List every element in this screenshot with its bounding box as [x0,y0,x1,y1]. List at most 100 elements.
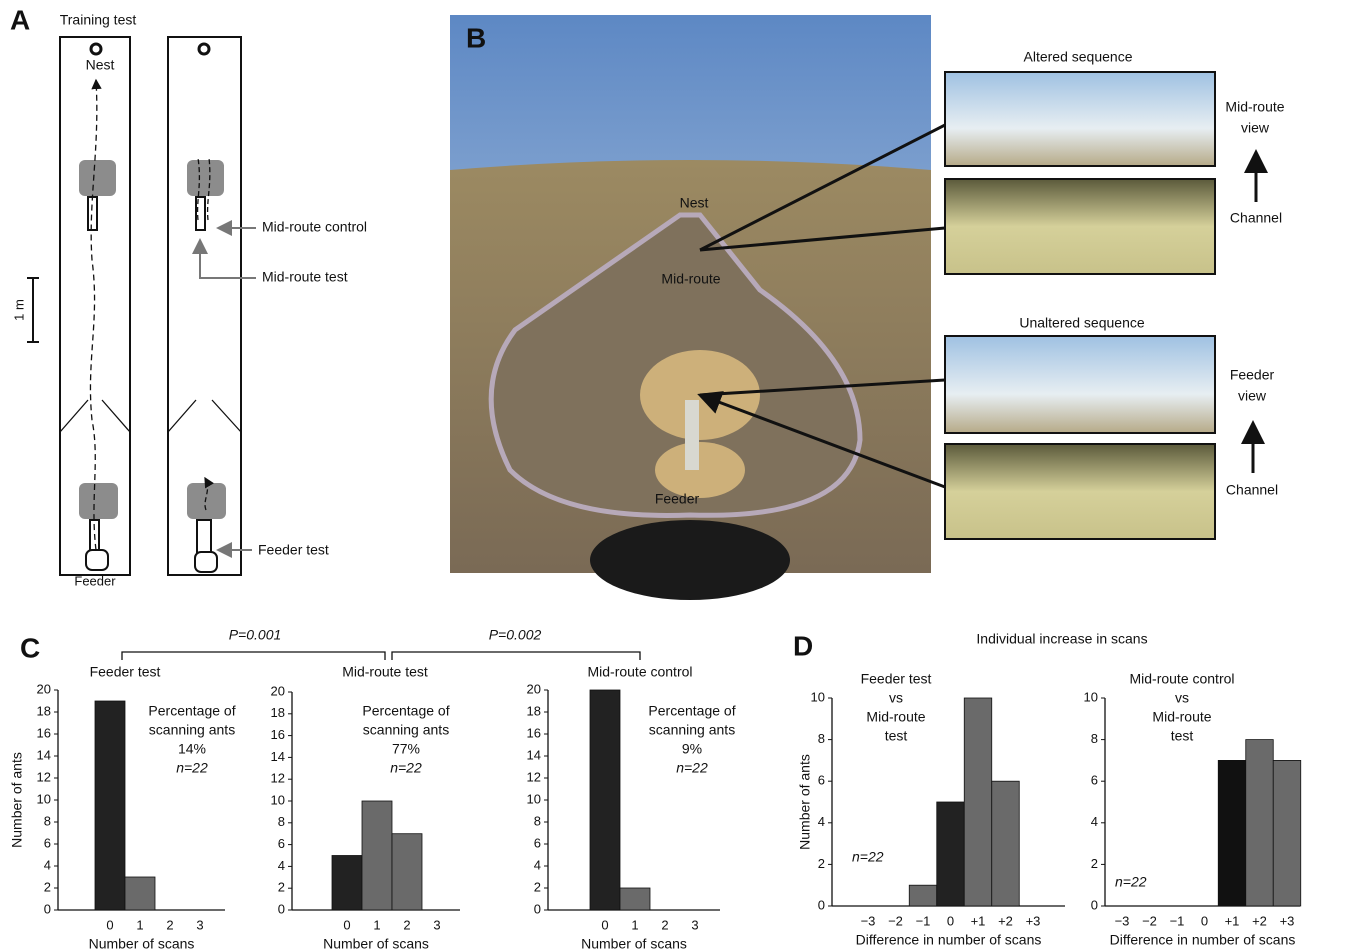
patch [187,483,226,519]
channel [88,197,97,230]
patch [79,160,116,196]
view-label: Mid-route [1225,99,1284,115]
y-tick-label: 16 [271,727,285,742]
feeder-label: Feeder [74,573,116,588]
inset-image [945,444,1215,539]
x-tick-label: −3 [1115,913,1130,928]
scale-label: 1 m [11,299,26,321]
channel-label: Channel [1230,210,1282,226]
y-tick-label: 12 [37,769,51,784]
bar [937,802,965,906]
panel-title: Individual increase in scans [976,631,1147,647]
x-tick-label: 0 [106,917,113,932]
annotation: Feeder test [861,671,932,687]
y-tick-label: 18 [527,703,541,718]
inset-title: Unaltered sequence [1019,315,1145,331]
y-tick-label: 18 [37,703,51,718]
y-tick-label: 8 [44,813,51,828]
annotation: 9% [682,741,702,757]
x-tick-label: 1 [373,917,380,932]
x-tick-label: +2 [1252,913,1267,928]
y-tick-label: 10 [527,791,541,806]
y-tick-label: 8 [1091,731,1098,746]
annotation: Mid-route control [1129,671,1234,687]
arena-title: Training test [60,12,137,28]
scale-bar [27,278,39,342]
label: Feeder test [258,542,329,558]
x-tick-label: −1 [916,913,931,928]
y-tick-label: 10 [37,791,51,806]
chart-title: Mid-route test [342,664,428,680]
panel-letter: C [20,632,40,663]
y-tick-label: 0 [1091,897,1098,912]
n-label: n=22 [1115,874,1147,890]
x-tick-label: 3 [691,917,698,932]
y-tick-label: 10 [1084,689,1098,704]
sand-patch [655,442,745,498]
x-tick-label: 2 [166,917,173,932]
annotation: test [1171,728,1194,744]
annotation: Mid-route [1152,709,1211,725]
view-label: Feeder [1230,367,1275,383]
inset-image [945,72,1215,166]
panel-a: A Training test Nest Feeder 1 m Mid-rout… [10,4,367,588]
label: Mid-route test [262,269,348,285]
bar [332,856,362,911]
y-tick-label: 8 [534,813,541,828]
y-tick-label: 20 [37,681,51,696]
x-tick-label: +3 [1026,913,1041,928]
x-tick-label: −1 [1170,913,1185,928]
view-label: view [1238,388,1267,404]
y-tick-label: 10 [811,689,825,704]
feeder-icon [86,550,108,570]
patch [187,160,224,196]
y-tick-label: 4 [1091,814,1098,829]
y-tick-label: 6 [44,835,51,850]
feeder-icon [195,552,217,572]
y-tick-label: 2 [534,879,541,894]
photo-label: Nest [680,195,709,211]
x-tick-label: +3 [1280,913,1295,928]
y-axis-label: Number of ants [9,752,25,848]
x-tick-label: 0 [601,917,608,932]
annotation: vs [889,690,903,706]
annotation: scanning ants [149,722,235,738]
y-tick-label: 10 [271,792,285,807]
x-tick-label: 3 [433,917,440,932]
y-tick-label: 4 [534,857,541,872]
x-axis-label: Number of scans [323,936,429,950]
bar [392,834,422,910]
y-tick-label: 14 [271,749,285,764]
patch [79,483,118,519]
y-tick-label: 0 [818,897,825,912]
x-tick-label: +2 [998,913,1013,928]
p-value: P=0.001 [229,627,282,643]
route [90,80,96,550]
funnel [60,400,241,432]
bar [1273,760,1301,906]
annotation: n=22 [676,760,708,776]
chart-title: Mid-route control [587,664,692,680]
bar [125,877,155,910]
tire [590,520,790,600]
bar [992,781,1020,906]
annotation: vs [1175,690,1189,706]
y-tick-label: 4 [44,857,51,872]
y-tick-label: 20 [527,681,541,696]
y-tick-label: 16 [37,725,51,740]
y-tick-label: 16 [527,725,541,740]
figure: A Training test Nest Feeder 1 m Mid-rout… [0,0,1351,950]
label: Mid-route control [262,219,367,235]
y-tick-label: 6 [278,836,285,851]
chart-title: Feeder test [90,664,161,680]
panel-letter: A [10,4,30,35]
y-tick-label: 14 [37,747,51,762]
x-axis-label: Number of scans [581,936,687,950]
y-tick-label: 2 [818,856,825,871]
bar [909,885,937,906]
y-tick-label: 12 [527,769,541,784]
bar [620,888,650,910]
x-tick-label: +1 [971,913,986,928]
y-tick-label: 0 [44,901,51,916]
x-tick-label: 0 [343,917,350,932]
